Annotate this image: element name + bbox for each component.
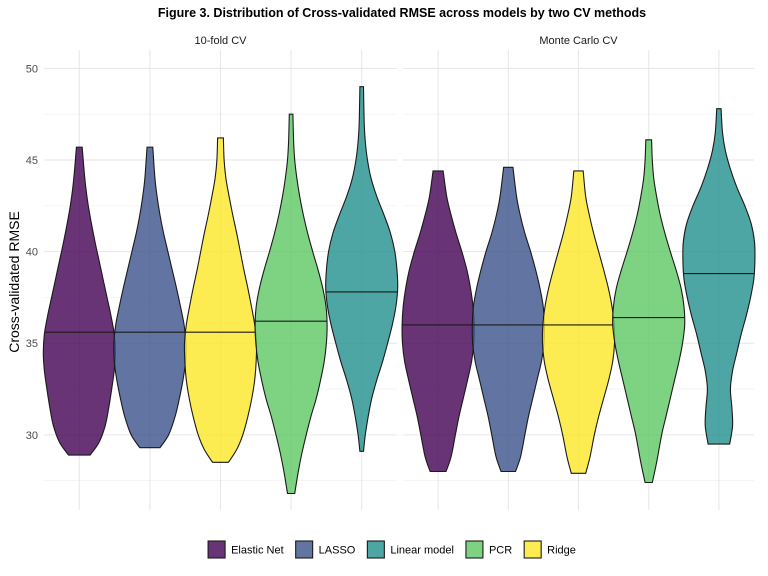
violin-elastic-net [401, 170, 475, 473]
legend-swatch [366, 540, 385, 559]
y-tick-label: 35 [26, 338, 38, 350]
y-tick-label: 45 [26, 155, 38, 167]
legend-label: Ridge [547, 545, 576, 557]
violin-pcr [612, 139, 686, 484]
legend-label: Elastic Net [231, 545, 284, 557]
legend-swatch [295, 540, 314, 559]
legend: Elastic Net LASSO Linear model PCR Ridge [207, 540, 576, 559]
y-tick-label: 30 [26, 430, 38, 442]
y-tick-label: 50 [26, 63, 38, 75]
facet-label: Monte Carlo CV [539, 35, 618, 47]
legend-item: Linear model [366, 540, 454, 559]
legend-item: LASSO [295, 540, 356, 559]
violin-pcr [254, 113, 328, 495]
y-tick-label: 40 [26, 247, 38, 259]
violin-lasso [471, 166, 545, 473]
violin-linear-model [682, 108, 756, 445]
facet-label: 10-fold CV [195, 35, 248, 47]
violin-ridge [183, 137, 258, 463]
violin-linear-model [325, 86, 399, 452]
legend-item: PCR [465, 540, 512, 559]
facet-panel: Monte Carlo CV [401, 35, 756, 510]
violin-lasso [113, 146, 187, 449]
legend-label: Linear model [390, 545, 454, 557]
violin-ridge [541, 170, 616, 474]
chart-title: Figure 3. Distribution of Cross-validate… [158, 6, 646, 20]
y-axis-label: Cross-validated RMSE [6, 211, 22, 353]
facet-panels: 30 35 40 45 50 10-fold CV Monte Carlo CV [26, 35, 756, 510]
violin-elastic-net [42, 146, 116, 456]
legend-swatch [465, 540, 484, 559]
legend-swatch [523, 540, 542, 559]
legend-item: Elastic Net [207, 540, 284, 559]
legend-label: PCR [489, 545, 512, 557]
facet-panel: 30 35 40 45 50 10-fold CV [26, 35, 399, 510]
legend-label: LASSO [319, 545, 356, 557]
legend-swatch [207, 540, 226, 559]
legend-item: Ridge [523, 540, 576, 559]
